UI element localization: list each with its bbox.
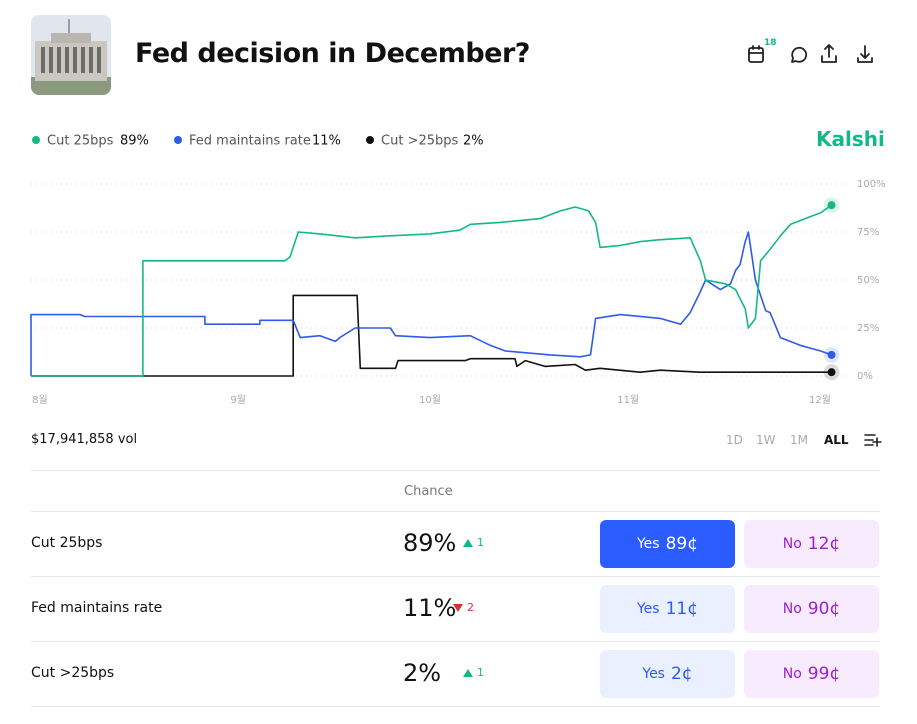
series-line: [31, 294, 832, 377]
legend-label: Fed maintains rate: [189, 134, 311, 149]
brand: Kalshi: [816, 127, 885, 151]
no-label: No: [782, 536, 802, 552]
volume: $17,941,858 vol: [31, 432, 138, 447]
x-tick-label: 12월: [809, 394, 831, 406]
yes-label: Yes: [636, 536, 660, 552]
no-label: No: [782, 601, 802, 617]
end-dot: [827, 350, 836, 359]
no-button[interactable]: No 12¢: [744, 520, 879, 568]
separator: [31, 576, 880, 577]
time-range-button[interactable]: 1W: [756, 433, 776, 447]
legend-dot: [174, 136, 182, 144]
title: Fed decision in December?: [135, 38, 530, 69]
time-range-button[interactable]: 1M: [790, 433, 808, 447]
x-tick-label: 8월: [32, 394, 48, 406]
comment-icon[interactable]: [791, 46, 808, 63]
arrow: [453, 604, 463, 612]
no-label: No: [782, 666, 802, 682]
x-tick-label: 9월: [230, 394, 246, 406]
legend-label: Cut 25bps: [47, 134, 114, 149]
no-button[interactable]: No 90¢: [744, 585, 879, 633]
change-value: 1: [477, 666, 484, 679]
yes-price: 2¢: [670, 664, 693, 684]
no-price: 99¢: [807, 664, 841, 684]
market-image: [31, 15, 111, 95]
yes-price: 11¢: [665, 599, 699, 619]
legend-dot: [366, 136, 374, 144]
toolbar: 18: [748, 38, 873, 63]
change-arrow: [463, 539, 473, 547]
outcome-name: Fed maintains rate: [31, 600, 163, 616]
y-tick-label: 75%: [857, 227, 879, 238]
separator: [31, 470, 880, 471]
yes-button[interactable]: Yes 2¢: [600, 650, 735, 698]
change-value: 1: [477, 536, 484, 549]
separator: [31, 706, 880, 707]
calendar-icon[interactable]: [748, 45, 764, 63]
table-header: Chance: [404, 484, 453, 499]
outcome-chance: 11%: [403, 594, 457, 622]
outcome-name: Cut 25bps: [31, 535, 103, 551]
end-dot: [827, 201, 836, 210]
time-range-button[interactable]: ALL: [824, 433, 849, 447]
outcome-name: Cut >25bps: [31, 665, 115, 681]
chart-settings-icon[interactable]: [864, 432, 882, 448]
chart: 0% 25% 50% 75% 100% 8월 9월 10월 11월 12월 Cut 25bps 89%…: [30, 134, 886, 406]
time-range-button[interactable]: 1D: [726, 433, 743, 447]
change-arrow: [453, 604, 463, 612]
y-tick-label: 25%: [857, 323, 879, 334]
x-tick-label: 10월: [419, 394, 441, 406]
y-tick-label: 0%: [857, 371, 873, 382]
y-tick-label: 50%: [857, 275, 879, 286]
legend-dot: [32, 136, 40, 144]
legend-value: 11%: [312, 134, 341, 149]
series-line: [30, 231, 832, 376]
end-dot: [827, 368, 836, 377]
download-icon[interactable]: [857, 45, 873, 63]
series-line: [31, 204, 832, 377]
x-tick-label: 11월: [617, 394, 639, 406]
share-icon[interactable]: [821, 44, 837, 63]
arrow: [463, 539, 473, 547]
no-button[interactable]: No 99¢: [744, 650, 879, 698]
yes-price: 89¢: [665, 534, 699, 554]
change-arrow: [463, 669, 473, 677]
legend-label: Cut >25bps: [381, 134, 458, 149]
no-price: 90¢: [807, 599, 841, 619]
yes-label: Yes: [636, 601, 660, 617]
outcome-chance: 2%: [403, 659, 442, 687]
calendar-badge: 18: [764, 38, 777, 48]
change-value: 2: [467, 601, 474, 614]
legend-value: 2%: [463, 134, 484, 149]
separator: [31, 511, 880, 512]
arrow: [463, 669, 473, 677]
yes-button[interactable]: Yes 89¢: [600, 520, 735, 568]
legend-value: 89%: [120, 134, 149, 149]
no-price: 12¢: [807, 534, 841, 554]
yes-button[interactable]: Yes 11¢: [600, 585, 735, 633]
separator: [31, 641, 880, 642]
y-tick-label: 100%: [857, 179, 886, 190]
yes-label: Yes: [642, 666, 665, 682]
outcome-chance: 89%: [403, 529, 457, 557]
